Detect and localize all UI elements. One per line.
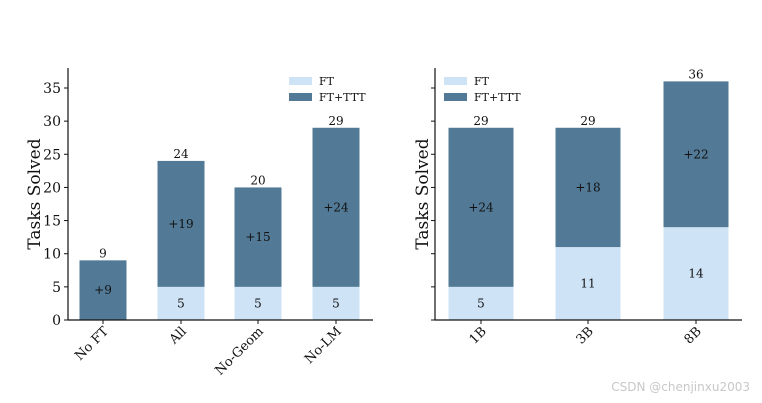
x-tick-label: 1B [467,324,490,347]
x-tick-label: No-LM [302,324,345,367]
bar-ft-ttt [448,127,514,287]
y-tick-label: 0 [52,313,61,329]
bar-ft [312,286,360,320]
chart-panel-2: 5 +24 29 1B 11 +18 29 3B 14 +22 36 8B Tasks Solved FT… [413,67,742,347]
y-tick-label: 35 [43,81,61,97]
legend-swatch [444,93,467,101]
bar-label: +22 [683,147,708,161]
bar-ft [663,227,729,320]
y-tick-label: 30 [43,114,61,130]
bar-label: +15 [245,230,270,244]
bar-ft-ttt [663,81,729,228]
legend-label: FT+TTT [319,91,366,104]
x-tick-label: No-Geom [213,324,267,378]
watermark: CSDN @chenjinxu2003 [611,380,750,394]
bar-label: 5 [477,296,485,310]
x-tick-label: No FT [72,324,112,364]
y-tick-label: 25 [43,147,61,163]
x-tick-label: All [166,324,190,348]
bar-ft-ttt [157,160,205,287]
bar-ft-ttt [312,127,360,287]
total-label: 36 [688,67,703,81]
bar-label: 11 [580,277,595,291]
y-axis-label: Tasks Solved [25,138,45,249]
legend-swatch [444,77,467,85]
y-tick-label: 15 [43,214,61,230]
legend-label: FT+TTT [474,91,521,104]
bar-label: +24 [323,200,349,214]
legend-label: FT [474,75,490,88]
y-tick-label: 10 [43,247,61,263]
bar-ft-ttt [79,260,127,320]
bar-label: +24 [468,200,494,214]
bar-label: +18 [575,180,600,194]
bar-label: 14 [688,267,704,281]
bar-label: 5 [177,296,185,310]
total-label: 29 [328,114,343,128]
chart-panel-1: +9 9 No FT 5 +19 24 All 5 +15 20 No-Geom 5 +24 29 No-L… [25,68,373,379]
bar-ft [448,286,514,320]
total-label: 20 [250,173,265,187]
legend-swatch [289,77,312,85]
y-axis-label: Tasks Solved [413,138,433,249]
y-tick-label: 5 [52,280,61,296]
bar-ft-ttt [234,187,282,287]
total-label: 29 [473,114,488,128]
bar-ft [234,286,282,320]
total-label: 29 [580,114,595,128]
bar-label: +9 [94,283,112,297]
bar-label: 5 [254,296,262,310]
legend-label: FT [319,75,335,88]
bar-ft [555,247,621,320]
bar-ft [157,286,205,320]
bar-label: +19 [168,217,193,231]
x-tick-label: 3B [574,324,597,347]
y-tick-label: 20 [43,180,61,196]
total-label: 9 [99,246,107,260]
total-label: 24 [173,147,189,161]
x-tick-label: 8B [682,324,705,347]
bar-label: 5 [332,296,340,310]
legend-swatch [289,93,312,101]
bar-ft-ttt [555,127,621,248]
